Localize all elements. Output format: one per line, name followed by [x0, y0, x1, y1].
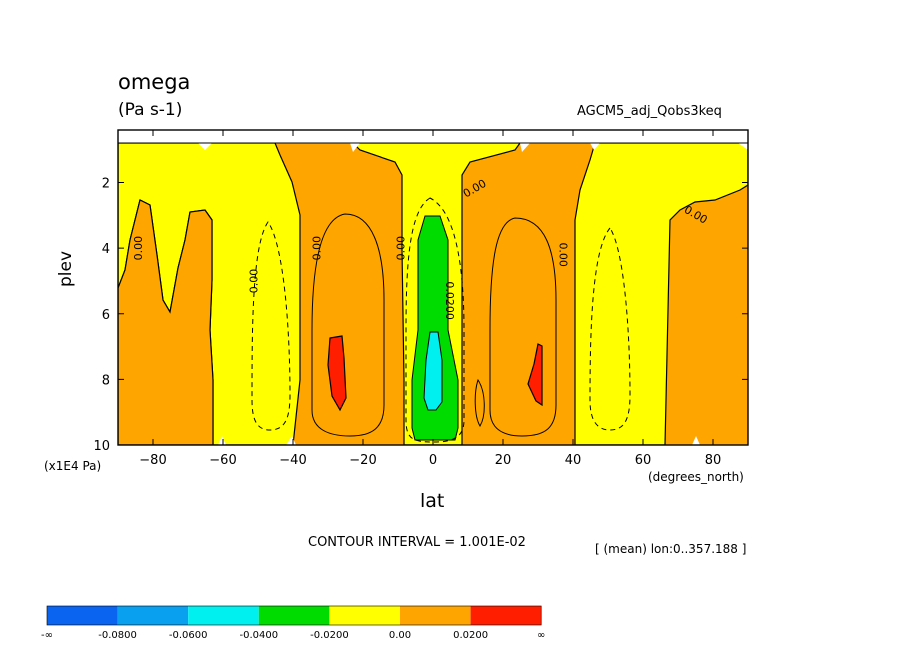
- fill-red-north: [527, 343, 543, 407]
- colorbar-swatch: [329, 606, 400, 625]
- contour-label: 0.00: [395, 236, 408, 261]
- fill-yellow-north: [574, 143, 748, 445]
- x-axis-unit: (degrees_north): [648, 470, 744, 484]
- x-tick-label: −60: [209, 453, 236, 468]
- colorbar-label: ∞: [537, 630, 545, 641]
- x-tick-label: 60: [635, 453, 652, 468]
- x-tick-label: 80: [705, 453, 722, 468]
- x-axis-label: lat: [420, 490, 445, 512]
- colorbar-swatch: [188, 606, 259, 625]
- colorbar-label: -0.0400: [239, 630, 278, 641]
- colorbar-label: -∞: [41, 630, 53, 641]
- chart-title: omega: [118, 70, 191, 94]
- colorbar-swatch: [470, 606, 542, 625]
- y-axis-unit: (x1E4 Pa): [44, 459, 102, 473]
- contour-label: 0.00: [248, 269, 261, 294]
- mean-info: [ (mean) lon:0..357.188 ]: [595, 542, 747, 556]
- contour-neg-south: [251, 221, 291, 431]
- y-tick-label: 2: [102, 177, 110, 192]
- fill-red-south: [327, 335, 347, 412]
- fill-orange-tongue-south: [118, 199, 214, 445]
- colorbar-label: 0.0200: [453, 630, 488, 641]
- negative-contours: [251, 197, 631, 443]
- colorbar-label: -0.0600: [169, 630, 208, 641]
- colorbar: -∞ -0.0800 -0.0600 -0.0400 -0.0200 0.00 0.0200…: [41, 605, 545, 641]
- colorbar-swatch: [47, 606, 118, 625]
- contour-neg-north: [589, 227, 631, 431]
- x-tick-label: 0: [429, 453, 437, 468]
- contour-label: 0.0200: [443, 281, 456, 320]
- colorbar-swatch: [117, 606, 189, 625]
- x-tick-label: 40: [565, 453, 582, 468]
- missing-data: [198, 143, 748, 445]
- contour-neg-equator-outer: [405, 197, 465, 443]
- positive-contours: [311, 213, 557, 437]
- y-tick-label: 10: [93, 439, 110, 454]
- y-tick-label: 6: [102, 308, 110, 323]
- contour-label: 0.00: [557, 242, 570, 267]
- colorbar-frame: [46, 605, 542, 626]
- colorbar-swatch: [258, 606, 330, 625]
- colorbar-label: 0.00: [389, 630, 411, 641]
- x-tick-label: 20: [495, 453, 512, 468]
- contour-label: 0.00: [132, 236, 145, 261]
- contour-interval: CONTOUR INTERVAL = 1.001E-02: [308, 535, 526, 550]
- fill-green: [411, 215, 459, 441]
- y-tick-label: 4: [102, 242, 110, 257]
- contour-pos-south: [311, 213, 385, 437]
- y-tick-label: 8: [102, 373, 110, 388]
- x-tick-label: −80: [139, 453, 166, 468]
- dataset-name: AGCM5_adj_Qobs3keq: [577, 104, 722, 119]
- x-tick-label: −40: [279, 453, 306, 468]
- colorbar-label: -0.0200: [310, 630, 349, 641]
- colorbar-swatch: [400, 606, 471, 625]
- colorbar-label: -0.0800: [98, 630, 137, 641]
- contour-pos-small-north: [474, 378, 485, 427]
- contour-pos-north: [489, 217, 557, 437]
- x-tick-label: −20: [349, 453, 376, 468]
- chart-units: (Pa s-1): [118, 100, 183, 120]
- axis-ticks: −80 −60 −40 −20 0 20 40 60 80 2 4 6 8 10: [93, 130, 748, 468]
- contour-label: 0.00: [311, 236, 324, 261]
- fill-cyan: [423, 331, 443, 411]
- contour-fill-layer: [118, 143, 748, 445]
